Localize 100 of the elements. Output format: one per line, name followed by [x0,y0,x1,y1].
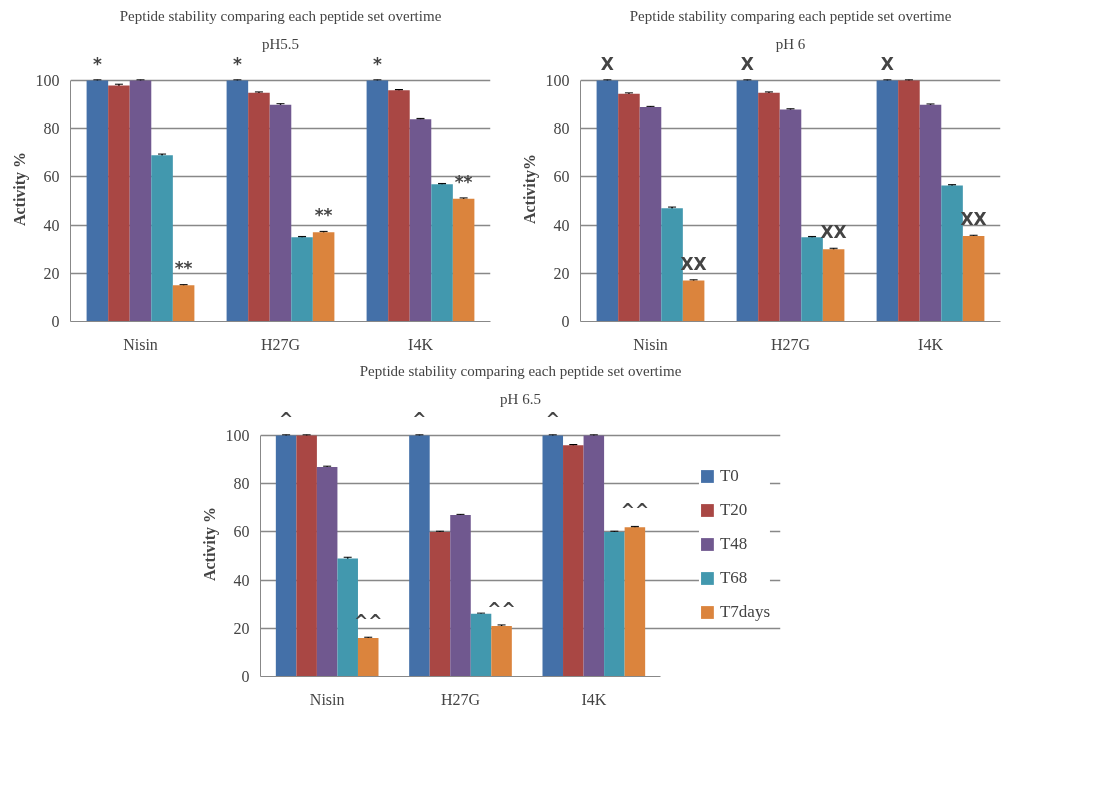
bar [822,249,845,322]
bar [682,280,705,322]
bar [409,119,432,322]
bar [108,85,130,322]
annotation: ** [174,258,193,279]
bar [337,558,358,677]
bar [962,235,985,322]
annotation: ** [314,205,333,226]
bar [596,80,619,322]
y-tick-label: 60 [233,523,250,541]
bar [86,80,109,322]
y-tick-label: 20 [43,264,60,282]
x-tick-label: I4K [581,690,607,708]
bar [431,184,453,322]
x-tick-label: Nisin [309,690,345,708]
bar [736,80,759,322]
y-tick-label: 20 [233,619,250,637]
bar [129,80,152,322]
legend-label: T48 [719,533,748,554]
bar [941,185,963,322]
bar [366,80,389,322]
text: * [372,53,382,74]
chart-title: Peptide stability comparing each peptide set overtime [359,362,682,379]
chart-title: Peptide stability comparing each peptide set overtime [629,7,952,24]
bar [172,285,195,322]
annotation: ^^ [487,598,516,619]
legend-label: T20 [719,499,748,520]
chart-subtitle: pH 6 [775,35,806,52]
y-tick-label: 100 [545,72,570,90]
y-axis-title: Activity % [10,151,29,227]
bar [296,435,317,677]
bar [450,515,471,677]
annotation: ** [454,171,473,192]
y-axis-title: Activity % [200,506,219,582]
bar [542,435,564,677]
bar [291,237,313,322]
annotation: ^^ [353,610,383,631]
bar [226,80,249,322]
bar [357,637,379,677]
x-tick-label: H27G [770,335,811,353]
x-tick-label: H27G [260,335,301,353]
text: * [92,53,102,74]
bar [491,625,512,677]
bar [275,435,297,677]
legend-label: T0 [719,465,740,486]
bar [452,198,475,322]
y-axis-title: Activity% [520,153,539,225]
bar [470,613,492,677]
bar [801,237,823,322]
y-tick-label: 40 [43,216,60,234]
text: ^ [412,408,427,429]
text: X [740,53,754,74]
x-tick-label: I4K [918,335,944,353]
text: * [232,53,242,74]
y-tick-label: 20 [553,264,570,282]
bar [661,208,683,322]
y-tick-label: 0 [241,668,250,685]
x-tick-label: Nisin [633,335,668,353]
bar [269,104,292,322]
bar [779,109,802,322]
y-tick-label: 60 [553,168,570,186]
text: X [600,53,614,74]
annotation: ^^ [620,500,650,521]
y-tick-label: 40 [553,216,570,234]
bar [583,435,605,677]
y-tick-label: 80 [233,475,250,493]
bar [758,92,780,322]
y-tick-label: 80 [553,120,570,138]
x-tick-label: H27G [440,690,481,708]
y-tick-label: 100 [225,427,250,445]
annotation: XX [820,222,847,243]
bar [898,80,920,322]
bar [388,90,410,322]
bar [618,93,640,322]
x-tick-label: Nisin [123,335,158,353]
bar [151,155,173,322]
chart-subtitle: pH5.5 [261,35,300,52]
bar [919,104,942,322]
bar [639,107,662,322]
y-tick-label: 60 [43,168,60,186]
chart-title: Peptide stability comparing each peptide set overtime [119,7,442,24]
y-tick-label: 0 [561,313,570,330]
text: ^ [278,408,294,429]
y-tick-label: 80 [43,120,60,138]
legend-label: T68 [719,567,748,588]
chart-subtitle: pH 6.5 [500,390,541,407]
bar [563,445,584,677]
bar [876,80,899,322]
text: X [880,53,894,74]
text: ^ [545,408,560,429]
bar [604,531,625,677]
bar [624,527,646,677]
y-tick-label: 0 [51,313,60,330]
bar [312,232,335,322]
y-tick-label: 40 [233,571,250,589]
bar [409,435,430,677]
legend-label: T7days [719,601,770,622]
y-tick-label: 100 [35,72,60,90]
bar [248,92,270,322]
bar [429,531,451,677]
